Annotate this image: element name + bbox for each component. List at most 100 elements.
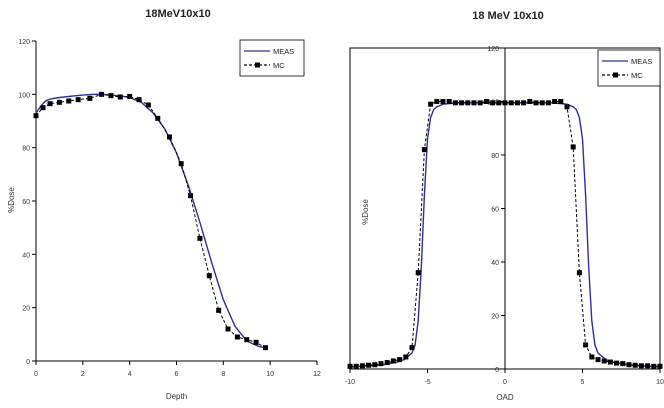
x-tick-label: 10 — [656, 379, 664, 386]
profile-chart: 18 MeV 10x10-10-50510020406080100120OAD%… — [345, 10, 664, 402]
y-axis-label: %Dose — [7, 187, 16, 213]
data-point-mc — [545, 100, 551, 106]
data-point-mc — [471, 100, 477, 106]
data-point-mc — [620, 361, 626, 367]
data-point-mc — [626, 362, 632, 368]
x-tick-label: -5 — [424, 379, 430, 386]
data-point-mc — [47, 101, 53, 107]
data-point-mc — [40, 105, 46, 111]
x-tick-label: 12 — [313, 371, 321, 378]
data-point-mc — [188, 193, 194, 199]
y-tick-label: 40 — [491, 260, 499, 267]
y-tick-label: 20 — [22, 306, 30, 313]
y-tick-label: 80 — [22, 146, 30, 153]
data-point-mc — [359, 363, 365, 369]
data-point-mc — [372, 362, 378, 368]
chart-title: 18MeV10x10 — [145, 8, 210, 20]
data-point-mc — [564, 104, 570, 110]
data-point-mc — [225, 326, 231, 332]
data-point-mc — [595, 357, 601, 363]
legend-label-meas: MEAS — [273, 47, 294, 56]
y-tick-label: 120 — [18, 39, 30, 46]
y-tick-label: 60 — [22, 199, 30, 206]
x-tick-label: 0 — [34, 371, 38, 378]
series-line-mc — [35, 93, 266, 349]
legend-label-mc: MC — [631, 71, 643, 80]
y-tick-label: 20 — [491, 314, 499, 321]
y-tick-label: 120 — [487, 46, 499, 53]
x-tick-label: 5 — [581, 379, 585, 386]
data-point-mc — [589, 354, 595, 360]
data-point-mc — [178, 161, 184, 167]
data-point-mc — [353, 363, 359, 369]
data-point-mc — [583, 342, 589, 348]
data-point-mc — [607, 359, 613, 365]
data-point-mc — [366, 362, 372, 368]
data-point-mc — [521, 100, 527, 106]
x-axis-label: Depth — [166, 392, 187, 401]
data-point-mc — [87, 95, 93, 101]
data-point-mc — [409, 345, 415, 351]
data-point-mc — [452, 100, 458, 106]
data-point-mc — [117, 94, 123, 100]
data-point-mc — [155, 115, 161, 121]
data-point-mc — [527, 99, 533, 104]
data-point-mc — [434, 99, 440, 104]
data-point-mc — [99, 91, 105, 97]
data-point-mc — [145, 102, 151, 108]
data-point-mc — [502, 100, 508, 106]
data-point-mc — [459, 100, 465, 106]
data-point-mc — [166, 134, 172, 140]
data-point-mc — [415, 270, 421, 276]
data-point-mc — [508, 100, 514, 106]
data-point-mc — [33, 113, 39, 119]
data-point-mc — [570, 144, 576, 150]
data-point-mc — [244, 337, 250, 343]
data-point-mc — [576, 270, 582, 276]
data-point-mc — [108, 93, 114, 99]
data-point-mc — [496, 100, 502, 106]
y-tick-label: 60 — [491, 207, 499, 214]
legend-label-meas: MEAS — [631, 57, 652, 66]
y-axis-label: %Dose — [361, 199, 370, 225]
data-point-mc — [390, 358, 396, 364]
series-line-meas — [35, 93, 266, 349]
legend-marker — [613, 72, 618, 78]
y-tick-label: 80 — [491, 153, 499, 160]
data-point-mc — [514, 100, 520, 106]
x-tick-label: 2 — [81, 371, 85, 378]
data-point-mc — [490, 100, 496, 106]
data-point-mc — [66, 98, 72, 104]
y-tick-label: 0 — [26, 359, 30, 366]
legend-box — [597, 49, 661, 87]
chart-title: 18 MeV 10x10 — [472, 10, 544, 22]
data-point-mc — [262, 345, 268, 351]
data-point-mc — [440, 99, 446, 104]
data-point-mc — [428, 101, 434, 107]
data-point-mc — [347, 363, 353, 369]
data-point-mc — [483, 99, 489, 104]
data-point-mc — [552, 99, 558, 104]
data-point-mc — [421, 147, 427, 153]
data-point-mc — [197, 235, 203, 241]
data-point-mc — [657, 363, 663, 369]
legend-box — [239, 39, 305, 77]
data-point-mc — [614, 360, 620, 366]
data-point-mc — [384, 360, 390, 366]
data-point-mc — [645, 363, 651, 369]
data-point-mc — [127, 93, 133, 99]
y-tick-label: 40 — [22, 252, 30, 259]
data-point-mc — [216, 307, 222, 313]
data-point-mc — [601, 358, 607, 364]
data-point-mc — [539, 100, 545, 106]
data-point-mc — [378, 361, 384, 367]
data-point-mc — [632, 362, 638, 368]
x-tick-label: -10 — [345, 379, 355, 386]
data-point-mc — [234, 334, 240, 340]
data-point-mc — [397, 357, 403, 363]
data-point-mc — [651, 363, 657, 369]
x-tick-label: 8 — [221, 371, 225, 378]
data-point-mc — [253, 339, 259, 345]
